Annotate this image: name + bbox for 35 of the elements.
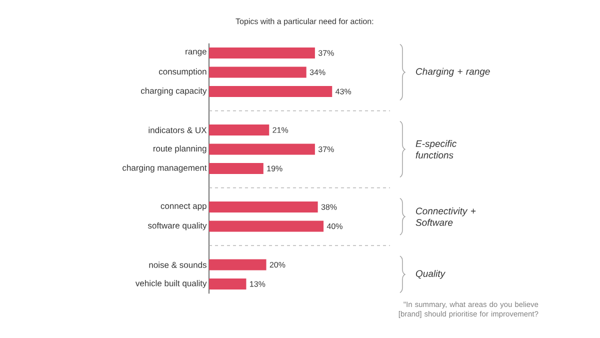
bar — [209, 124, 270, 136]
data-label: 43% — [336, 88, 352, 94]
chart-title: Topics with a particular need for action: — [236, 18, 374, 26]
y-tick-label: charging capacity — [141, 88, 207, 96]
y-tick-label: route planning — [153, 145, 206, 154]
y-tick-label: charging management — [122, 164, 207, 172]
data-label: 34% — [310, 69, 326, 76]
y-tick-label: software quality — [148, 222, 207, 230]
bar — [209, 48, 315, 59]
text: Connectivity + Software — [416, 207, 476, 226]
bar — [209, 66, 306, 78]
y-tick-label: vehicle built quality — [135, 280, 207, 288]
bar — [209, 163, 264, 174]
data-label: 20% — [270, 262, 286, 268]
data-label: 13% — [250, 281, 266, 287]
bar — [209, 220, 324, 232]
data-label: 38% — [321, 204, 337, 210]
text: E-specific functions — [416, 140, 457, 159]
data-label: 37% — [318, 146, 334, 152]
y-tick-label: range — [186, 50, 206, 56]
bar — [209, 202, 318, 213]
y-tick-label: connect app — [160, 203, 206, 211]
bar — [209, 278, 246, 290]
data-label: 40% — [326, 223, 342, 230]
data-label: 19% — [267, 166, 282, 172]
text: Quality — [416, 270, 446, 279]
data-label: 37% — [318, 50, 334, 56]
bar — [209, 259, 266, 270]
y-tick-label: consumption — [158, 68, 206, 76]
data-label: 21% — [272, 127, 288, 133]
bar — [209, 86, 332, 98]
y-tick-label: noise & sounds — [149, 262, 206, 268]
bar — [209, 144, 315, 155]
text: Charging + range — [416, 68, 490, 77]
y-tick-label: indicators & UX — [148, 126, 207, 134]
